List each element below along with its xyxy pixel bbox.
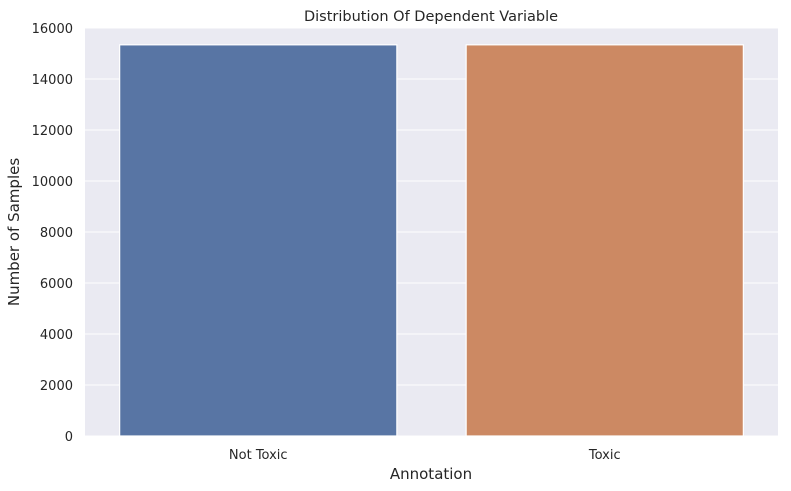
y-tick-label: 8000 [40,226,73,241]
bar-not-toxic [119,44,398,437]
y-tick-label: 10000 [32,175,73,190]
y-tick-label: 6000 [40,277,73,292]
chart-title: Distribution Of Dependent Variable [304,9,558,25]
y-tick-label: 16000 [32,22,73,37]
x-tick-label: Toxic [588,448,621,463]
y-tick-label: 14000 [32,73,73,88]
y-axis-ticks: 0 2000 4000 6000 8000 10000 12000 14000 16000 [32,22,73,445]
x-axis-ticks: Not Toxic Toxic [229,448,621,463]
y-tick-label: 2000 [40,379,73,394]
y-tick-label: 0 [65,430,73,445]
y-tick-label: 4000 [40,328,73,343]
y-tick-label: 12000 [32,124,73,139]
x-tick-label: Not Toxic [229,448,288,463]
x-axis-label: Annotation [390,465,472,483]
y-axis-label: Number of Samples [5,158,23,306]
bar-toxic [465,44,744,437]
bars-group [119,44,744,437]
